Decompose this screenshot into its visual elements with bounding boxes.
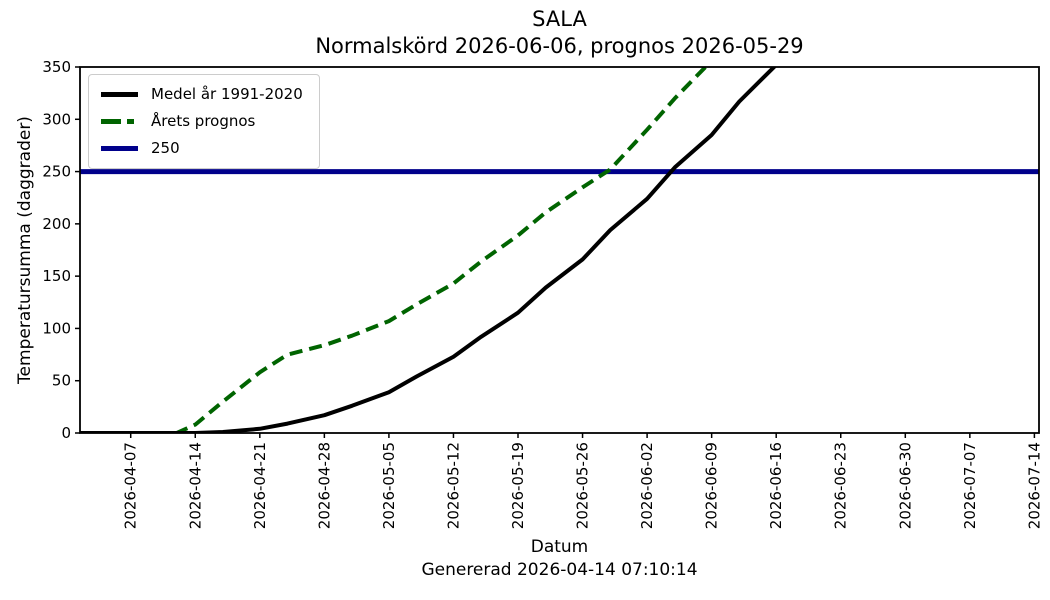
legend-item: Årets prognos (101, 113, 303, 130)
legend-dashed-line-swatch (101, 119, 138, 124)
title-line-2: Normalskörd 2026-06-06, prognos 2026-05-… (315, 34, 804, 58)
y-tick-label: 150 (42, 267, 71, 285)
x-tick-label: 2026-06-30 (896, 442, 914, 529)
legend-label: Årets prognos (151, 112, 256, 130)
x-axis-label: Datum (530, 537, 589, 557)
chart-title: SALA Normalskörd 2026-06-06, prognos 202… (80, 6, 1039, 60)
plot-border (79, 66, 1040, 434)
x-tick-label: 2026-07-14 (1025, 442, 1043, 529)
x-tick-label: 2026-06-09 (703, 442, 721, 529)
x-tick-label: 2026-05-26 (574, 442, 592, 529)
title-line-1: SALA (532, 7, 587, 31)
x-tick-label: 2026-05-05 (380, 442, 398, 529)
legend-item: 250 (101, 140, 303, 157)
x-tick-label: 2026-05-19 (509, 442, 527, 529)
x-tick-label: 2026-04-07 (122, 442, 140, 529)
x-tick-label: 2026-05-12 (444, 442, 462, 529)
x-tick-label: 2026-07-07 (961, 442, 979, 529)
series-mean-line (80, 67, 777, 433)
legend-label: 250 (151, 139, 180, 157)
x-tick-label: 2026-06-23 (832, 442, 850, 529)
legend-solid-line-swatch (101, 92, 138, 97)
x-tick-label: 2026-06-02 (638, 442, 656, 529)
legend-label: Medel år 1991-2020 (151, 85, 303, 103)
y-tick-label: 300 (42, 110, 71, 128)
x-tick-label: 2026-04-14 (186, 442, 204, 529)
y-tick-label: 250 (42, 163, 71, 181)
generated-timestamp: Genererad 2026-04-14 07:10:14 (421, 560, 698, 580)
y-tick-label: 200 (42, 215, 71, 233)
legend-solid-line-swatch (101, 146, 138, 151)
x-tick-label: 2026-06-16 (767, 442, 785, 529)
x-tick-label: 2026-04-28 (315, 442, 333, 529)
y-tick-label: 350 (42, 58, 71, 76)
legend-item: Medel år 1991-2020 (101, 86, 303, 103)
y-tick-label: 0 (61, 424, 71, 442)
y-tick-label: 50 (52, 372, 71, 390)
x-tick-label: 2026-04-21 (251, 442, 269, 529)
y-tick-label: 100 (42, 319, 71, 337)
legend: Medel år 1991-2020 Årets prognos 250 (88, 74, 320, 169)
